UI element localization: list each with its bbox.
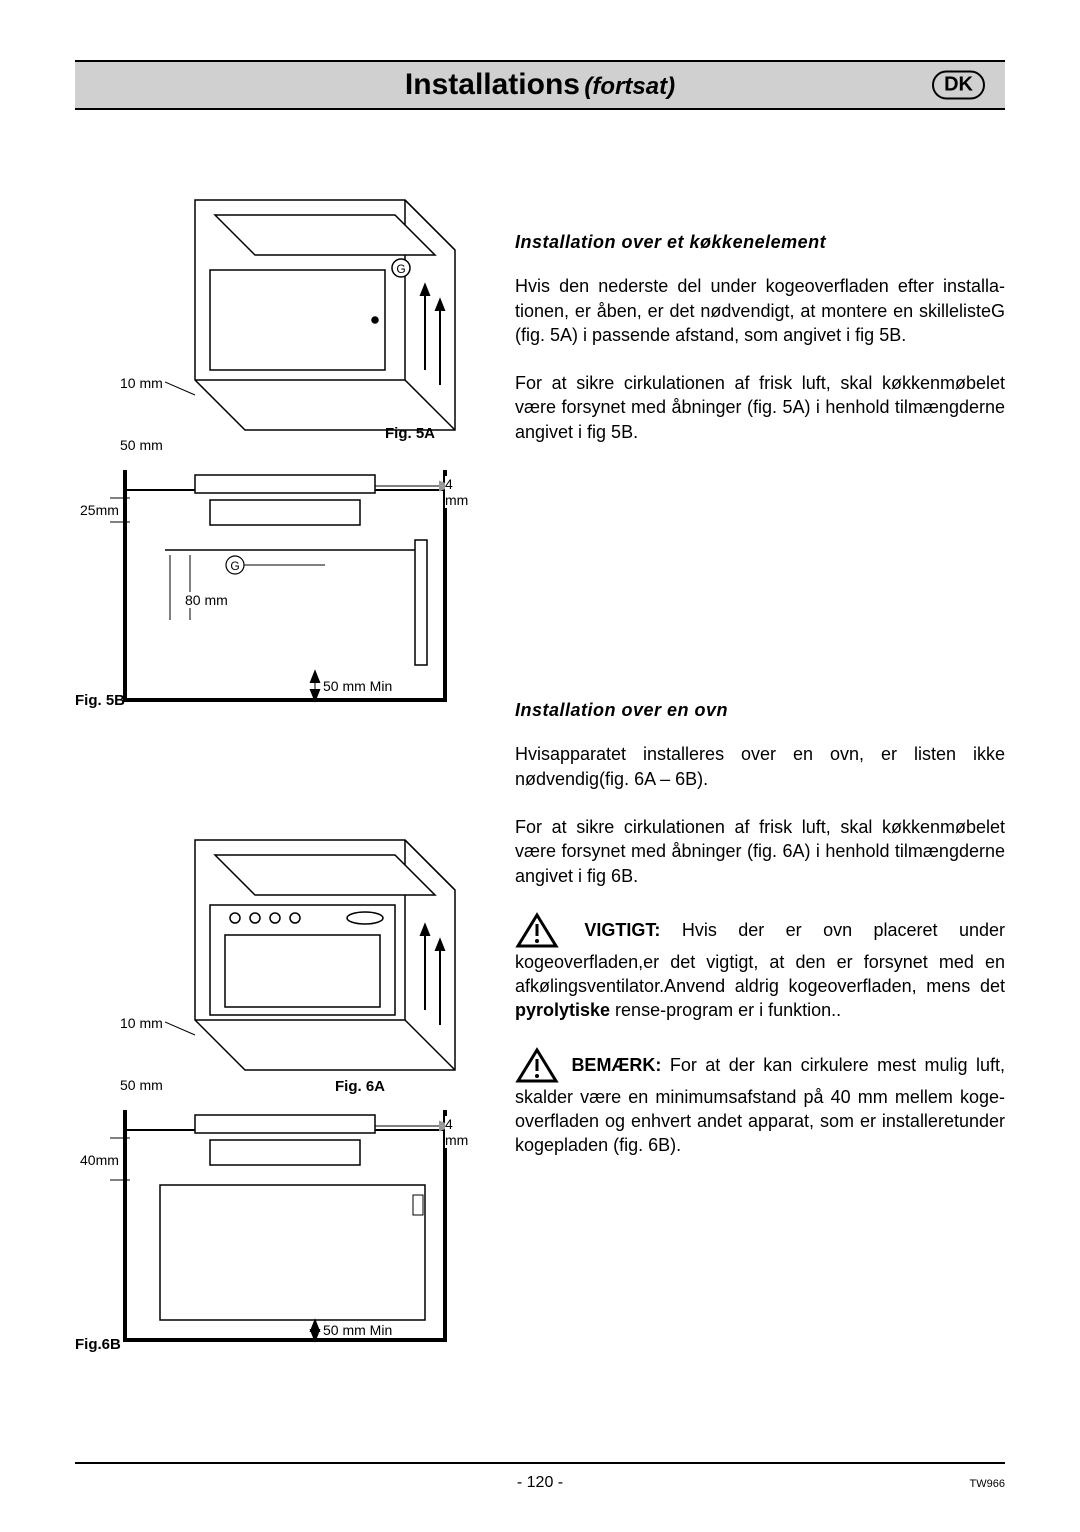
dim-50min-6b: 50 mm Min	[323, 1322, 392, 1338]
title-main: Installations	[405, 68, 580, 101]
fig-5b-diagram: G	[95, 460, 475, 720]
figure-5-block: G 10 mm Fig. 5A 50 mm	[75, 160, 475, 720]
warning-icon	[515, 912, 559, 950]
section2-p2: For at sikre cirkulationen af frisk luft…	[515, 815, 1005, 888]
warning-icon	[515, 1047, 559, 1085]
dim-50mm-6: 50 mm	[120, 1077, 163, 1093]
doc-code: TW966	[970, 1478, 1005, 1490]
section2-title: Installation over en ovn	[515, 698, 1005, 722]
fig-6a-diagram	[75, 800, 475, 1100]
content-area: G 10 mm Fig. 5A 50 mm	[75, 160, 1005, 1440]
section2-p1: Hvisapparatet installeres over en ovn, e…	[515, 742, 1005, 791]
dim-50min-5b: 50 mm Min	[323, 678, 392, 694]
fig-6b-diagram	[95, 1100, 475, 1360]
warning-2: BEMÆRK: For at der kan cirkulere mest mu…	[515, 1047, 1005, 1158]
page-title: Installations (fortsat)	[405, 68, 675, 102]
fig-6b-label: Fig.6B	[75, 1336, 121, 1353]
section1-p2: For at sikre cirkulationen af frisk luft…	[515, 371, 1005, 444]
title-suffix: (fortsat)	[584, 73, 675, 100]
dim-4mm: 4 mm	[445, 476, 475, 508]
warn2-label: BEMÆRK:	[571, 1055, 661, 1075]
dim-50mm: 50 mm	[120, 437, 163, 453]
dim-10mm-6: 10 mm	[120, 1015, 163, 1031]
warn1-bold: pyrolytiske	[515, 1000, 610, 1020]
header-bar: Installations (fortsat) DK	[75, 60, 1005, 110]
dim-4mm-6: 4 mm	[445, 1116, 475, 1148]
g-label: G	[396, 262, 405, 276]
figure-6-block: 10 mm 50 mm Fig. 6A	[75, 800, 475, 1360]
dim-80mm: 80 mm	[185, 592, 228, 608]
warning-1: VIGTIGT: Hvis der er ovn placeret under …	[515, 912, 1005, 1023]
page-footer: - 120 - TW966	[75, 1462, 1005, 1492]
language-badge: DK	[932, 71, 985, 100]
warn1-tail: rense-program er i funktion..	[610, 1000, 841, 1020]
page-number: - 120 -	[517, 1474, 563, 1492]
callout-line-icon-6	[165, 1010, 205, 1040]
fig-6a-label: Fig. 6A	[335, 1078, 385, 1095]
section1-title: Installation over et køkkenelement	[515, 230, 1005, 254]
callout-line-icon	[165, 370, 205, 400]
fig-5a-diagram: G	[75, 160, 475, 460]
warn1-label: VIGTIGT:	[584, 920, 660, 940]
dim-10mm: 10 mm	[120, 375, 163, 391]
section1-p1: Hvis den nederste del under kogeoverflad…	[515, 274, 1005, 347]
fig-5a-label: Fig. 5A	[385, 425, 435, 442]
fig-5b-label: Fig. 5B	[75, 692, 125, 709]
g-label-5b: G	[230, 559, 239, 573]
dim-25mm: 25mm	[80, 502, 119, 518]
text-column: Installation over et køkkenelement Hvis …	[515, 160, 1005, 1440]
diagram-column: G 10 mm Fig. 5A 50 mm	[75, 160, 475, 1440]
dim-40mm: 40mm	[80, 1152, 119, 1168]
